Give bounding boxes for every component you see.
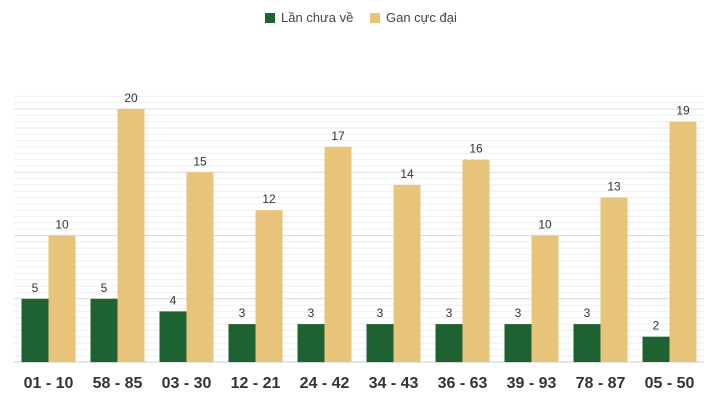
bar-lan-chua-ve-9[interactable] xyxy=(573,324,601,363)
data-label: 4 xyxy=(170,293,177,307)
data-label: 10 xyxy=(538,218,552,232)
data-label: 5 xyxy=(101,281,108,295)
bar-lan-chua-ve-8[interactable] xyxy=(504,324,532,363)
bars xyxy=(21,109,697,363)
bar-lan-chua-ve-3[interactable] xyxy=(159,311,187,362)
data-label: 2 xyxy=(653,319,660,333)
bar-lan-chua-ve-5[interactable] xyxy=(297,324,325,363)
x-tick-label: 39 - 93 xyxy=(507,375,557,392)
legend-label-lan-chua-ve: Lần chưa về xyxy=(281,10,353,25)
data-label: 3 xyxy=(377,306,384,320)
x-tick-label: 24 - 42 xyxy=(300,375,350,392)
data-label: 12 xyxy=(262,192,276,206)
bar-gan-cuc-dai-2[interactable] xyxy=(117,109,145,362)
bar-lan-chua-ve-6[interactable] xyxy=(366,324,394,363)
x-tick-label: 78 - 87 xyxy=(576,375,626,392)
data-label: 3 xyxy=(239,306,246,320)
bar-gan-cuc-dai-6[interactable] xyxy=(393,184,421,362)
x-axis-tick-labels: 01 - 10 58 - 85 03 - 30 12 - 21 24 - 42 34 - … xyxy=(24,375,695,392)
data-label: 3 xyxy=(584,306,591,320)
bar-gan-cuc-dai-3[interactable] xyxy=(186,172,214,363)
data-label: 3 xyxy=(308,306,315,320)
bar-lan-chua-ve-10[interactable] xyxy=(642,336,670,362)
data-label: 19 xyxy=(676,104,690,118)
bar-gan-cuc-dai-9[interactable] xyxy=(600,197,628,363)
x-tick-label: 58 - 85 xyxy=(93,375,143,392)
legend-swatch-gan-cuc-dai xyxy=(370,13,380,23)
legend-swatch-lan-chua-ve xyxy=(265,13,275,23)
data-label: 3 xyxy=(515,306,522,320)
data-label: 14 xyxy=(400,167,414,181)
data-label: 3 xyxy=(446,306,453,320)
bar-gan-cuc-dai-8[interactable] xyxy=(531,235,559,363)
bar-gan-cuc-dai-10[interactable] xyxy=(669,121,697,362)
bar-gan-cuc-dai-4[interactable] xyxy=(255,210,283,362)
data-label: 17 xyxy=(331,129,345,143)
bar-gan-cuc-dai-7[interactable] xyxy=(462,159,490,362)
data-label: 20 xyxy=(124,91,138,105)
x-tick-label: 12 - 21 xyxy=(231,375,281,392)
bar-gan-cuc-dai-1[interactable] xyxy=(48,235,76,363)
bar-lan-chua-ve-4[interactable] xyxy=(228,324,256,363)
x-tick-label: 36 - 63 xyxy=(438,375,488,392)
data-label: 5 xyxy=(32,281,39,295)
bar-lan-chua-ve-1[interactable] xyxy=(21,298,49,363)
x-tick-label: 34 - 43 xyxy=(369,375,419,392)
bar-gan-cuc-dai-5[interactable] xyxy=(324,146,352,362)
data-labels: 5 10 5 20 4 15 3 12 3 17 3 14 3 16 3 10 3 13 2 19 xyxy=(32,91,690,333)
legend: Lần chưa về Gan cực đại xyxy=(265,10,457,25)
data-label: 15 xyxy=(193,154,207,168)
bar-lan-chua-ve-7[interactable] xyxy=(435,324,463,363)
data-label: 16 xyxy=(469,142,483,156)
data-label: 10 xyxy=(55,218,69,232)
data-label: 13 xyxy=(607,180,621,194)
x-tick-label: 01 - 10 xyxy=(24,375,74,392)
x-tick-label: 03 - 30 xyxy=(162,375,212,392)
x-tick-label: 05 - 50 xyxy=(645,375,695,392)
legend-label-gan-cuc-dai: Gan cực đại xyxy=(386,10,457,25)
bar-lan-chua-ve-2[interactable] xyxy=(90,298,118,363)
